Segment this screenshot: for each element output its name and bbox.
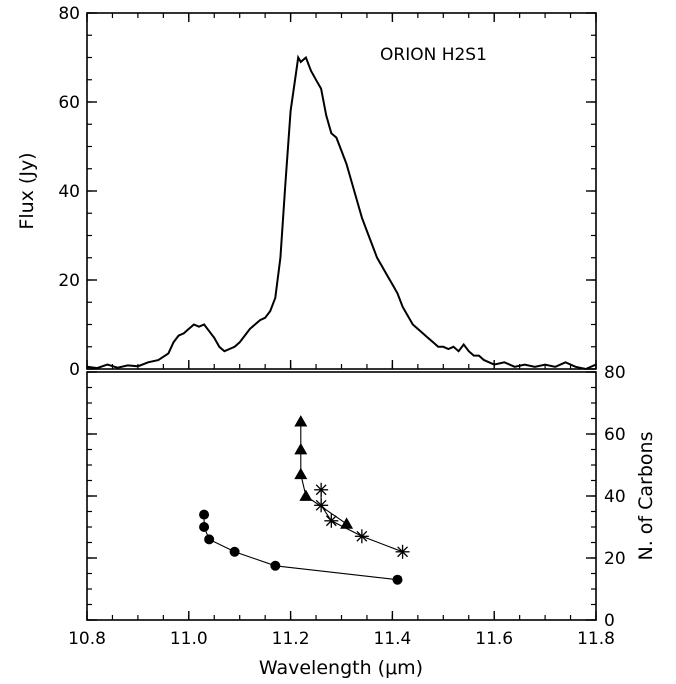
y-axis-title-carbons: N. of Carbons: [635, 432, 657, 561]
triangle-marker: [294, 415, 308, 427]
circle-marker: [199, 522, 210, 532]
asterisk-marker: [324, 513, 339, 528]
carbon-series: [199, 415, 410, 585]
top-y-tick-label: 20: [58, 271, 80, 291]
asterisk-stroke: [315, 484, 327, 496]
triangle-marker: [299, 489, 313, 501]
source-annotation: ORION H2S1: [380, 45, 487, 65]
flux-spectrum-line: [86, 54, 597, 371]
asterisk-stroke: [325, 515, 337, 527]
asterisk-marker: [314, 482, 329, 497]
carbons-y-tick-label: 40: [604, 487, 626, 507]
top-y-tick-label: 60: [58, 93, 80, 113]
circle-marker: [270, 560, 281, 571]
asterisk-stroke: [397, 546, 408, 558]
carbons-y-tick-label: 0: [604, 611, 615, 631]
top-y-tick-label: 40: [58, 182, 80, 202]
x-tick-label: 11.4: [373, 629, 411, 649]
top-panel: 0 20 40 60 80 ORION H2S1 Flux (Jy): [16, 4, 597, 380]
triangle-marker: [294, 443, 308, 455]
x-tick-label: 11.8: [577, 629, 615, 649]
top-y-tick-label: 80: [58, 4, 80, 24]
asterisk-stroke: [315, 499, 327, 511]
carbons-y-tick-label: 60: [604, 425, 626, 445]
carbons-y-tick-label: 20: [604, 549, 626, 569]
triangle-marker: [294, 467, 308, 480]
x-axis-title: Wavelength (μm): [259, 657, 423, 679]
bottom-plot-frame: [86, 371, 597, 621]
circle-marker: [392, 574, 403, 585]
asterisk-marker: [395, 544, 410, 559]
top-y-tick-label: 0: [69, 360, 80, 380]
asterisk-marker: [314, 498, 329, 513]
triangle-marker: [340, 517, 354, 529]
circle-marker: [204, 534, 215, 545]
carbons-y-tick-label: 80: [604, 363, 626, 383]
circle-marker: [229, 546, 240, 557]
asterisk-marker: [354, 529, 369, 544]
x-tick-label: 11.2: [272, 629, 310, 649]
x-tick-label: 11.0: [170, 629, 208, 649]
top-ticks: 0 20 40 60 80: [58, 4, 597, 380]
circle-marker: [199, 509, 210, 520]
x-tick-label: 10.8: [68, 629, 106, 649]
asterisk-stroke: [356, 530, 368, 542]
top-plot-frame: [86, 12, 597, 370]
x-tick-label: 11.6: [475, 629, 513, 649]
y-axis-title-flux: Flux (Jy): [16, 152, 38, 229]
